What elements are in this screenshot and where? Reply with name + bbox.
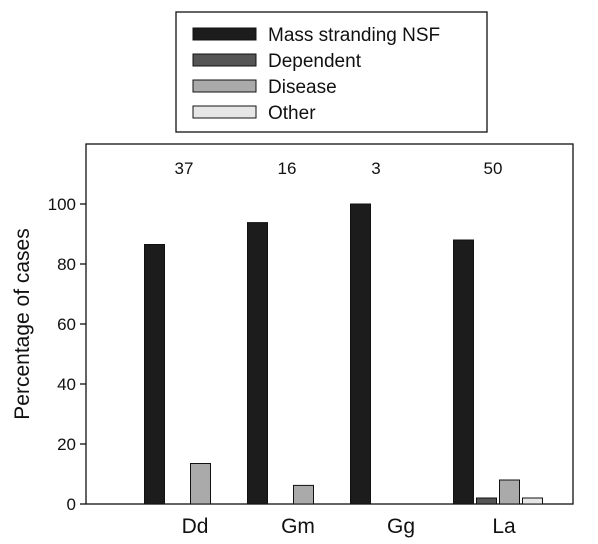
legend-swatch-disease	[192, 79, 257, 93]
bar-gm-disease	[293, 484, 314, 505]
y-tick-label: 80	[57, 255, 76, 274]
y-tick-label: 100	[48, 195, 76, 214]
bar-dd-disease	[190, 463, 211, 505]
bar-la-dependent	[476, 497, 497, 505]
x-tick-label-gm: Gm	[281, 515, 315, 538]
y-axis: 0 20 40 60 80 100	[48, 195, 86, 514]
legend-label-dependent: Dependent	[268, 51, 362, 72]
annotations: 37 16 3 50	[175, 159, 503, 178]
annotation-gm: 16	[278, 159, 297, 178]
bar-gg-mass-stranding-nsf	[350, 203, 371, 505]
y-tick-label: 20	[57, 435, 76, 454]
legend-swatch-dependent	[192, 53, 257, 67]
legend-label-mass-stranding-nsf: Mass stranding NSF	[268, 25, 440, 46]
legend-label-other: Other	[268, 103, 316, 124]
x-axis: Dd Gm Gg La	[182, 515, 516, 538]
y-axis-label: Percentage of cases	[11, 228, 34, 419]
y-tick-label: 40	[57, 375, 76, 394]
bar-la-other	[522, 497, 543, 505]
legend-swatch-other	[192, 105, 257, 119]
x-tick-label-la: La	[492, 515, 516, 538]
bar-dd-mass-stranding-nsf	[144, 244, 165, 505]
annotation-la: 50	[484, 159, 503, 178]
legend-swatch-mass-stranding-nsf	[192, 27, 257, 41]
bar-gm-mass-stranding-nsf	[247, 222, 268, 505]
x-tick-label-dd: Dd	[182, 515, 209, 538]
bars	[144, 203, 543, 505]
legend: Mass stranding NSF Dependent Disease Other	[175, 11, 488, 133]
annotation-gg: 3	[371, 159, 380, 178]
y-tick-label: 60	[57, 315, 76, 334]
y-tick-label: 0	[67, 495, 76, 514]
annotation-dd: 37	[175, 159, 194, 178]
x-tick-label-gg: Gg	[387, 515, 415, 538]
legend-label-disease: Disease	[268, 77, 337, 98]
bar-la-disease	[499, 479, 520, 505]
legend-box	[175, 11, 488, 133]
bar-la-mass-stranding-nsf	[453, 239, 474, 505]
